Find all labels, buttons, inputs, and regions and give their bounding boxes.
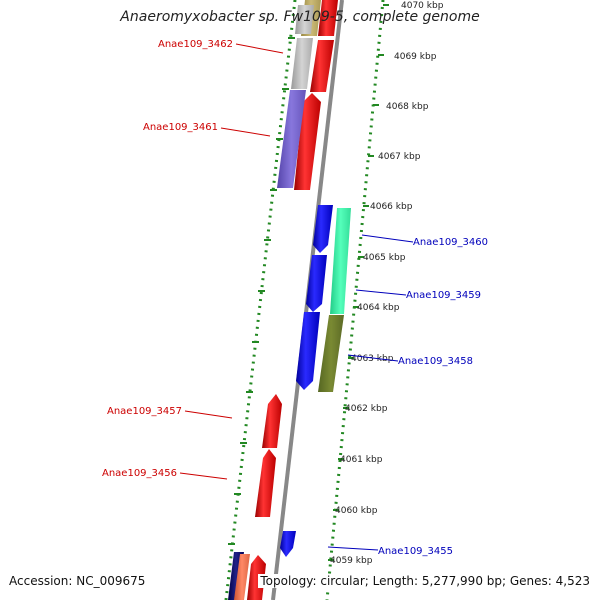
- gene-feature: [291, 38, 313, 89]
- gene-label-forward: Anae109_3456: [102, 468, 177, 479]
- tick-label: 4066 kbp: [370, 202, 413, 212]
- tick-label: 4059 kbp: [330, 556, 373, 566]
- gene-feature: [296, 312, 320, 390]
- tick-label: 4069 kbp: [394, 52, 437, 62]
- label-connectors-reverse: [327, 234, 414, 551]
- gene-feature: [306, 255, 327, 312]
- gene-feature: [318, 0, 338, 36]
- gene-feature: [313, 205, 333, 253]
- gene-feature: [295, 5, 314, 34]
- gene-label-forward: Anae109_3461: [143, 122, 218, 133]
- tick-label: 4060 kbp: [335, 506, 378, 516]
- topology-summary: Topology: circular; Length: 5,277,990 bp…: [258, 574, 592, 588]
- ruler-outer: [325, 0, 385, 600]
- gene-label-forward: Anae109_3462: [158, 39, 233, 50]
- gene-feature: [277, 90, 306, 188]
- tick-label: 4068 kbp: [386, 102, 429, 112]
- gene-feature: [262, 394, 282, 448]
- ruler-inner: [224, 0, 297, 600]
- gene-label-reverse: Anae109_3459: [406, 290, 481, 301]
- gene-feature: [310, 40, 334, 92]
- gene-label-reverse: Anae109_3458: [398, 356, 473, 367]
- tick-label: 4064 kbp: [357, 303, 400, 313]
- map-title: Anaeromyxobacter sp. Fw109-5, complete g…: [120, 9, 480, 25]
- accession-label: Accession: NC_009675: [7, 574, 148, 588]
- gene-feature: [280, 531, 296, 557]
- tick-label: 4062 kbp: [345, 404, 388, 414]
- gene-feature: [234, 554, 250, 600]
- tick-labels: 4070 kbp 4069 kbp 4068 kbp 4067 kbp 4066…: [330, 1, 444, 566]
- gene-label-reverse: Anae109_3455: [378, 546, 453, 557]
- gene-label-forward: Anae109_3457: [107, 406, 182, 417]
- gene-feature: [330, 208, 351, 314]
- gene-feature: [255, 449, 276, 517]
- tick-label: 4067 kbp: [378, 152, 421, 162]
- tick-label: 4061 kbp: [340, 455, 383, 465]
- inner-ruler-ticks: [228, 37, 295, 545]
- label-connectors-forward: [179, 43, 284, 480]
- tick-label: 4063 kbp: [351, 354, 394, 364]
- gene-label-reverse: Anae109_3460: [413, 237, 488, 248]
- tick-label: 4065 kbp: [363, 253, 406, 263]
- outer-ruler-ticks: [328, 4, 389, 561]
- gene-feature: [247, 555, 266, 600]
- gene-feature: [318, 315, 344, 392]
- gene-feature: [294, 93, 321, 190]
- tick-label: 4070 kbp: [401, 1, 444, 11]
